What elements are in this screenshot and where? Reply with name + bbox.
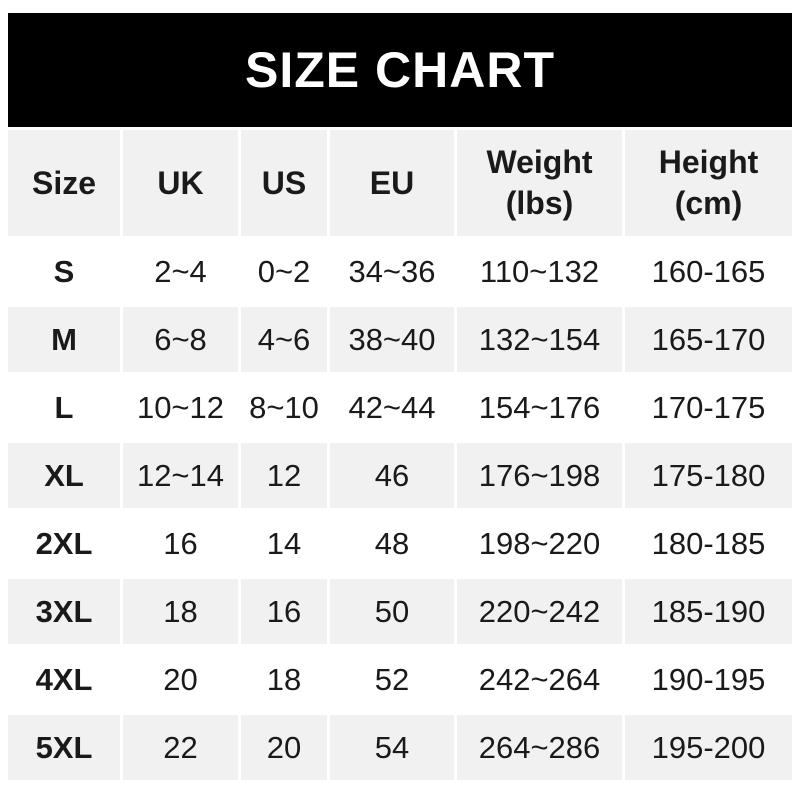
- cell-eu: 46: [330, 443, 454, 508]
- cell-height: 190-195: [625, 647, 792, 712]
- cell-eu: 52: [330, 647, 454, 712]
- table-row-5xl: 5XL 22 20 54 264~286 195-200: [8, 715, 792, 780]
- size-chart-banner: SIZE CHART: [8, 13, 792, 127]
- column-header-weight-label: Weight: [486, 144, 593, 181]
- cell-height: 195-200: [625, 715, 792, 780]
- table-row-m: M 6~8 4~6 38~40 132~154 165-170: [8, 307, 792, 372]
- cell-weight: 110~132: [457, 239, 622, 304]
- cell-uk: 20: [123, 647, 238, 712]
- cell-weight: 154~176: [457, 375, 622, 440]
- column-header-eu: EU: [330, 130, 454, 236]
- table-row-xl: XL 12~14 12 46 176~198 175-180: [8, 443, 792, 508]
- cell-eu: 50: [330, 579, 454, 644]
- cell-size: M: [8, 307, 120, 372]
- cell-size: 5XL: [8, 715, 120, 780]
- cell-us: 16: [241, 579, 327, 644]
- cell-eu: 34~36: [330, 239, 454, 304]
- cell-height: 160-165: [625, 239, 792, 304]
- table-row-4xl: 4XL 20 18 52 242~264 190-195: [8, 647, 792, 712]
- column-header-size-label: Size: [31, 164, 97, 201]
- cell-us: 8~10: [241, 375, 327, 440]
- cell-size: 4XL: [8, 647, 120, 712]
- table-row-3xl: 3XL 18 16 50 220~242 185-190: [8, 579, 792, 644]
- table-row-2xl: 2XL 16 14 48 198~220 180-185: [8, 511, 792, 576]
- column-header-height: Height (cm): [625, 130, 792, 236]
- cell-size: 3XL: [8, 579, 120, 644]
- cell-weight: 176~198: [457, 443, 622, 508]
- column-header-us-label: US: [261, 164, 307, 201]
- column-header-height-unit: (cm): [674, 185, 743, 221]
- column-header-us: US: [241, 130, 327, 236]
- column-header-eu-label: EU: [369, 164, 415, 201]
- cell-uk: 2~4: [123, 239, 238, 304]
- cell-weight: 132~154: [457, 307, 622, 372]
- cell-height: 170-175: [625, 375, 792, 440]
- cell-weight: 264~286: [457, 715, 622, 780]
- cell-uk: 10~12: [123, 375, 238, 440]
- column-header-uk-label: UK: [157, 164, 204, 201]
- cell-weight: 220~242: [457, 579, 622, 644]
- cell-eu: 38~40: [330, 307, 454, 372]
- column-header-weight-unit: (lbs): [505, 185, 574, 221]
- cell-us: 14: [241, 511, 327, 576]
- header-row: Size UK US EU Weight (lbs) Height (cm): [8, 130, 792, 236]
- cell-uk: 12~14: [123, 443, 238, 508]
- cell-weight: 242~264: [457, 647, 622, 712]
- cell-height: 165-170: [625, 307, 792, 372]
- cell-us: 4~6: [241, 307, 327, 372]
- column-header-weight: Weight (lbs): [457, 130, 622, 236]
- cell-size: S: [8, 239, 120, 304]
- cell-size: 2XL: [8, 511, 120, 576]
- column-header-uk: UK: [123, 130, 238, 236]
- cell-uk: 16: [123, 511, 238, 576]
- cell-uk: 22: [123, 715, 238, 780]
- cell-us: 20: [241, 715, 327, 780]
- cell-eu: 42~44: [330, 375, 454, 440]
- column-header-height-label: Height: [658, 144, 759, 181]
- page-title: SIZE CHART: [245, 42, 555, 98]
- cell-size: XL: [8, 443, 120, 508]
- cell-uk: 6~8: [123, 307, 238, 372]
- cell-us: 12: [241, 443, 327, 508]
- cell-height: 180-185: [625, 511, 792, 576]
- cell-size: L: [8, 375, 120, 440]
- column-header-size: Size: [8, 130, 120, 236]
- table-row-s: S 2~4 0~2 34~36 110~132 160-165: [8, 239, 792, 304]
- cell-eu: 48: [330, 511, 454, 576]
- cell-uk: 18: [123, 579, 238, 644]
- cell-height: 175-180: [625, 443, 792, 508]
- cell-eu: 54: [330, 715, 454, 780]
- size-chart-table: Size UK US EU Weight (lbs) Height (cm) S…: [5, 127, 795, 783]
- cell-weight: 198~220: [457, 511, 622, 576]
- cell-height: 185-190: [625, 579, 792, 644]
- table-row-l: L 10~12 8~10 42~44 154~176 170-175: [8, 375, 792, 440]
- cell-us: 0~2: [241, 239, 327, 304]
- cell-us: 18: [241, 647, 327, 712]
